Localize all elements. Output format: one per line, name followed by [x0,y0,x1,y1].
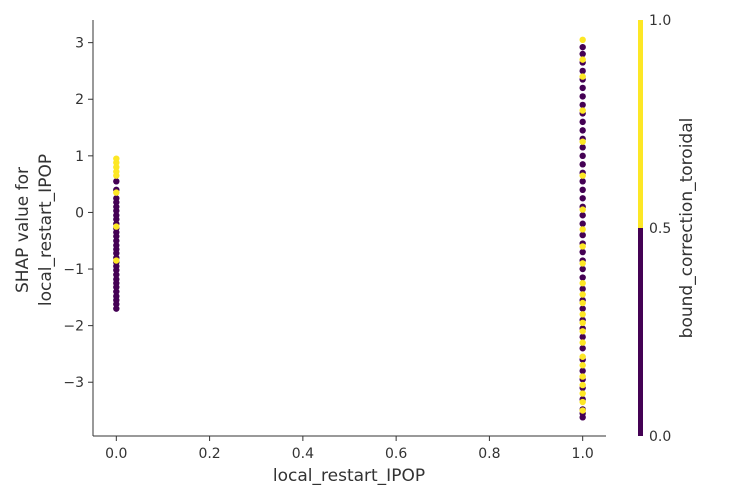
data-point-s0-51 [579,212,586,219]
data-point-s1-22 [579,260,586,267]
y-tick-label-5: 2 [75,92,84,108]
data-point-s0-16 [113,237,120,244]
data-point-s0-37 [579,345,586,352]
data-point-s1-31 [579,36,586,44]
colorbar: 0.0 0.5 1.0 bound_correction_toroidal [638,13,697,445]
colorbar-tick-label-0: 0.0 [649,429,671,445]
data-point-s1-8 [579,407,586,414]
data-point-s1-19 [579,299,586,307]
data-point-s1-13 [579,362,586,369]
data-point-s1-14 [579,353,586,360]
x-ticks: 0.0 0.2 0.4 0.6 0.8 1.0 [105,436,594,462]
x-tick-label-1: 0.2 [198,446,220,462]
colorbar-tick-label-1: 0.5 [649,221,671,237]
colorbar-title: bound_correction_toroidal [677,118,697,339]
y-axis-title: SHAP value for local_restart_IPOP [13,154,56,306]
data-point-s0-59 [579,144,586,151]
data-point-s1-28 [579,107,586,114]
data-point-s0-22 [113,212,120,219]
data-point-s0-8 [113,271,120,278]
data-point-s1-27 [579,138,586,145]
data-point-s0-58 [579,152,586,160]
data-point-s0-64 [579,101,586,109]
data-point-s1-7 [113,223,120,230]
data-point-s1-18 [579,311,586,318]
data-point-s1-15 [579,339,586,346]
x-tick-label-3: 0.6 [385,446,407,462]
data-point-s1-17 [579,319,586,326]
data-point-s0-65 [579,93,586,100]
colorbar-low-segment [638,228,643,436]
y-tick-label-1: −2 [63,319,84,335]
y-ticks: −3 −2 −1 0 1 2 3 [63,36,93,391]
x-tick-label-2: 0.4 [292,446,314,462]
x-tick-label-0: 0.0 [105,446,127,462]
data-point-s1-6 [113,257,120,264]
data-point-s0-3 [113,293,120,300]
data-point-s0-0 [113,305,120,312]
data-point-s1-20 [579,291,586,298]
data-point-s0-70 [579,50,586,58]
data-point-s0-26 [113,195,120,202]
data-point-s0-45 [579,265,586,273]
data-point-s0-49 [579,231,586,239]
data-point-s1-26 [579,172,586,179]
data-point-s0-44 [579,274,586,281]
data-point-s0-53 [579,195,586,202]
y-tick-label-0: −3 [63,375,84,391]
data-point-s0-71 [579,43,586,51]
data-point-s1-12 [579,373,586,380]
data-point-s0-55 [579,178,586,185]
y-tick-label-4: 1 [75,149,84,165]
colorbar-high-segment [638,20,643,228]
data-point-s1-2 [113,163,120,171]
data-point-s1-30 [579,56,586,63]
data-point-s0-15 [113,242,120,249]
data-point-s0-28 [113,178,120,185]
data-point-s1-23 [579,243,586,250]
data-point-s0-7 [113,276,120,283]
data-point-s1-29 [579,73,586,80]
data-point-s1-10 [579,390,586,397]
data-point-s0-43 [579,285,586,293]
colorbar-ticks: 0.0 0.5 1.0 [649,13,671,445]
data-point-s0-68 [579,67,586,75]
data-point-s0-57 [579,161,586,168]
x-axis-title: local_restart_IPOP [273,466,425,486]
data-point-s1-9 [579,398,586,406]
data-point-s0-54 [579,186,586,193]
data-point-s0-4 [113,288,120,295]
data-points [113,36,586,421]
x-tick-label-4: 0.8 [478,446,500,462]
data-point-s1-25 [579,206,586,213]
y-axis-title-line-1: SHAP value for [13,167,33,293]
data-point-s1-11 [579,381,586,389]
y-tick-label-3: 0 [75,205,84,221]
colorbar-tick-label-2: 1.0 [649,13,671,29]
data-point-s1-21 [579,279,586,287]
data-point-s0-24 [113,203,120,210]
data-point-s0-66 [579,84,586,92]
data-point-s0-50 [579,220,586,227]
data-point-s0-35 [579,367,586,375]
data-point-s0-38 [579,333,586,341]
data-point-s0-41 [579,305,586,312]
data-point-s0-47 [579,248,586,256]
y-axis-title-line-2: local_restart_IPOP [36,154,56,306]
data-point-s0-62 [579,118,586,126]
data-point-s1-5 [113,189,120,196]
colorbar-label: bound_correction_toroidal [677,118,697,339]
data-point-s0-61 [579,127,586,134]
x-tick-label-5: 1.0 [572,446,594,462]
data-point-s1-24 [579,226,586,233]
data-point-s1-4 [113,172,120,179]
axes [92,20,606,437]
y-tick-label-2: −1 [63,262,84,278]
y-tick-label-6: 3 [75,36,84,52]
data-point-s1-16 [579,328,586,335]
data-point-s1-1 [113,159,120,166]
